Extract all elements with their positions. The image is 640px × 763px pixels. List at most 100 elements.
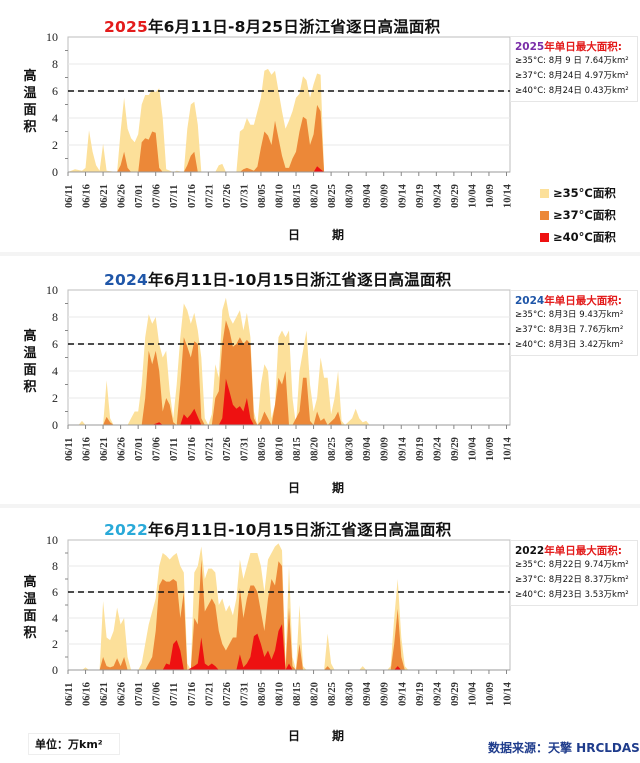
y-tick-label: 2 <box>52 138 58 152</box>
y-label-char: 温 <box>23 86 37 101</box>
area-series-c35 <box>68 543 409 670</box>
y-tick-label: 4 <box>52 364 58 378</box>
legend-swatch <box>540 210 549 220</box>
x-tick-label: 07/06 <box>152 184 163 208</box>
y-tick-label: 8 <box>52 559 58 573</box>
x-tick-label: 09/24 <box>432 183 443 208</box>
x-tick-label: 10/09 <box>485 437 496 461</box>
x-tick-label: 09/24 <box>432 436 443 461</box>
max-area-row: ≥35°C: 8月3日 9.43万km² <box>515 310 624 320</box>
x-tick-label: 06/26 <box>117 184 128 208</box>
x-tick-label: 06/11 <box>64 683 75 706</box>
y-tick-label: 0 <box>52 418 58 432</box>
legend-item-37: ≥37°C面积 <box>540 204 616 226</box>
y-tick-label: 4 <box>52 111 58 125</box>
area-series-c37 <box>68 320 370 425</box>
x-tick-label: 09/04 <box>362 183 373 208</box>
x-tick-label: 09/29 <box>450 682 461 706</box>
x-tick-label: 06/11 <box>64 438 75 461</box>
y-label-char: 积 <box>23 380 37 395</box>
heading-text: 年单日最大面积: <box>544 545 622 557</box>
y-tick-label: 2 <box>52 637 58 651</box>
y-tick-label: 6 <box>52 585 58 599</box>
x-tick-label: 08/05 <box>257 184 268 208</box>
data-source-label: 数据来源：天擎 HRCLDAS <box>488 741 640 755</box>
x-tick-label: 08/25 <box>327 437 338 461</box>
y-label-char: 积 <box>23 626 37 641</box>
x-tick-label: 06/26 <box>117 682 128 706</box>
title-year: 2024 <box>104 271 148 289</box>
x-tick-label: 09/19 <box>415 184 426 208</box>
x-tick-label: 09/09 <box>380 184 391 208</box>
x-tick-label: 07/06 <box>152 437 163 461</box>
legend: ≥35°C面积 ≥37°C面积 ≥40°C面积 <box>540 182 616 248</box>
x-tick-label: 07/16 <box>187 184 198 208</box>
x-tick-label: 06/16 <box>82 437 93 461</box>
x-tick-label: 08/20 <box>310 184 321 208</box>
y-tick-label: 8 <box>52 57 58 71</box>
y-tick-label: 4 <box>52 611 58 625</box>
max-area-heading: 2024年单日最大面积: <box>515 293 633 308</box>
max-area-heading: 2025年单日最大面积: <box>515 39 633 54</box>
chart-title-2022: 2022年6月11日-10月15日浙江省逐日高温面积 <box>104 518 451 540</box>
max-area-box-2025: 2025年单日最大面积: ≥35°C: 8月 9 日 7.64万km² ≥37°… <box>510 36 638 102</box>
x-tick-label: 08/10 <box>274 437 285 461</box>
max-area-row: ≥40°C: 8月23日 3.53万km² <box>515 590 629 600</box>
y-label-char: 高 <box>23 69 37 84</box>
x-tick-label: 07/26 <box>222 437 233 461</box>
x-tick-label: 07/21 <box>204 437 215 461</box>
x-tick-label: 08/20 <box>310 682 321 706</box>
max-area-row: ≥35°C: 8月 9 日 7.64万km² <box>515 56 629 66</box>
x-tick-label: 06/21 <box>99 437 110 461</box>
chart-title-2024: 2024年6月11日-10月15日浙江省逐日高温面积 <box>104 268 451 290</box>
x-tick-label: 10/04 <box>467 183 478 208</box>
y-label-char: 面 <box>23 103 37 118</box>
area-series-c37 <box>68 104 325 172</box>
max-area-row: ≥40°C: 8月24日 0.43万km² <box>515 86 629 96</box>
y-axis-label-2025: 高温面积 <box>21 68 39 136</box>
x-tick-label: 08/30 <box>345 184 356 208</box>
x-tick-label: 07/16 <box>187 682 198 706</box>
y-label-char: 面 <box>23 363 37 378</box>
x-tick-label: 07/21 <box>204 184 215 208</box>
max-area-row: ≥35°C: 8月22日 9.74万km² <box>515 560 629 570</box>
legend-item-40: ≥40°C面积 <box>540 226 616 248</box>
x-tick-label: 09/29 <box>450 437 461 461</box>
max-area-row: ≥37°C: 8月24日 4.97万km² <box>515 71 629 81</box>
x-tick-label: 07/31 <box>239 437 250 461</box>
heading-year: 2025 <box>515 41 545 53</box>
area-series-c35 <box>68 68 325 172</box>
max-area-heading: 2022年单日最大面积: <box>515 543 633 558</box>
y-label-char: 积 <box>23 120 37 135</box>
x-tick-label: 07/16 <box>187 437 198 461</box>
x-tick-label: 08/30 <box>345 437 356 461</box>
x-tick-label: 07/21 <box>204 682 215 706</box>
x-axis-label-2024: 日 期 <box>288 481 355 495</box>
y-label-char: 温 <box>23 592 37 607</box>
y-tick-label: 10 <box>46 533 58 547</box>
x-tick-label: 08/20 <box>310 437 321 461</box>
x-tick-label: 07/26 <box>222 184 233 208</box>
title-year: 2025 <box>104 18 148 36</box>
x-tick-label: 08/05 <box>257 682 268 706</box>
x-tick-label: 06/21 <box>99 184 110 208</box>
y-tick-label: 10 <box>46 283 58 297</box>
x-tick-label: 09/14 <box>397 681 408 706</box>
heading-text: 年单日最大面积: <box>544 295 622 307</box>
x-tick-label: 10/14 <box>502 436 513 461</box>
max-area-box-2024: 2024年单日最大面积: ≥35°C: 8月3日 9.43万km² ≥37°C:… <box>510 290 638 356</box>
x-tick-label: 07/11 <box>169 185 180 208</box>
title-text: 年6月11日-8月25日浙江省逐日高温面积 <box>147 18 441 36</box>
x-tick-label: 08/30 <box>345 682 356 706</box>
x-tick-label: 09/14 <box>397 436 408 461</box>
x-tick-label: 09/19 <box>415 437 426 461</box>
chart-title-2025: 2025年6月11日-8月25日浙江省逐日高温面积 <box>104 15 440 37</box>
x-tick-label: 07/11 <box>169 438 180 461</box>
x-tick-label: 07/26 <box>222 682 233 706</box>
x-tick-label: 08/15 <box>292 437 303 461</box>
x-tick-label: 07/31 <box>239 682 250 706</box>
x-axis-label-2022: 日 期 <box>288 729 355 743</box>
x-tick-label: 09/04 <box>362 436 373 461</box>
x-tick-label: 07/01 <box>134 437 145 461</box>
